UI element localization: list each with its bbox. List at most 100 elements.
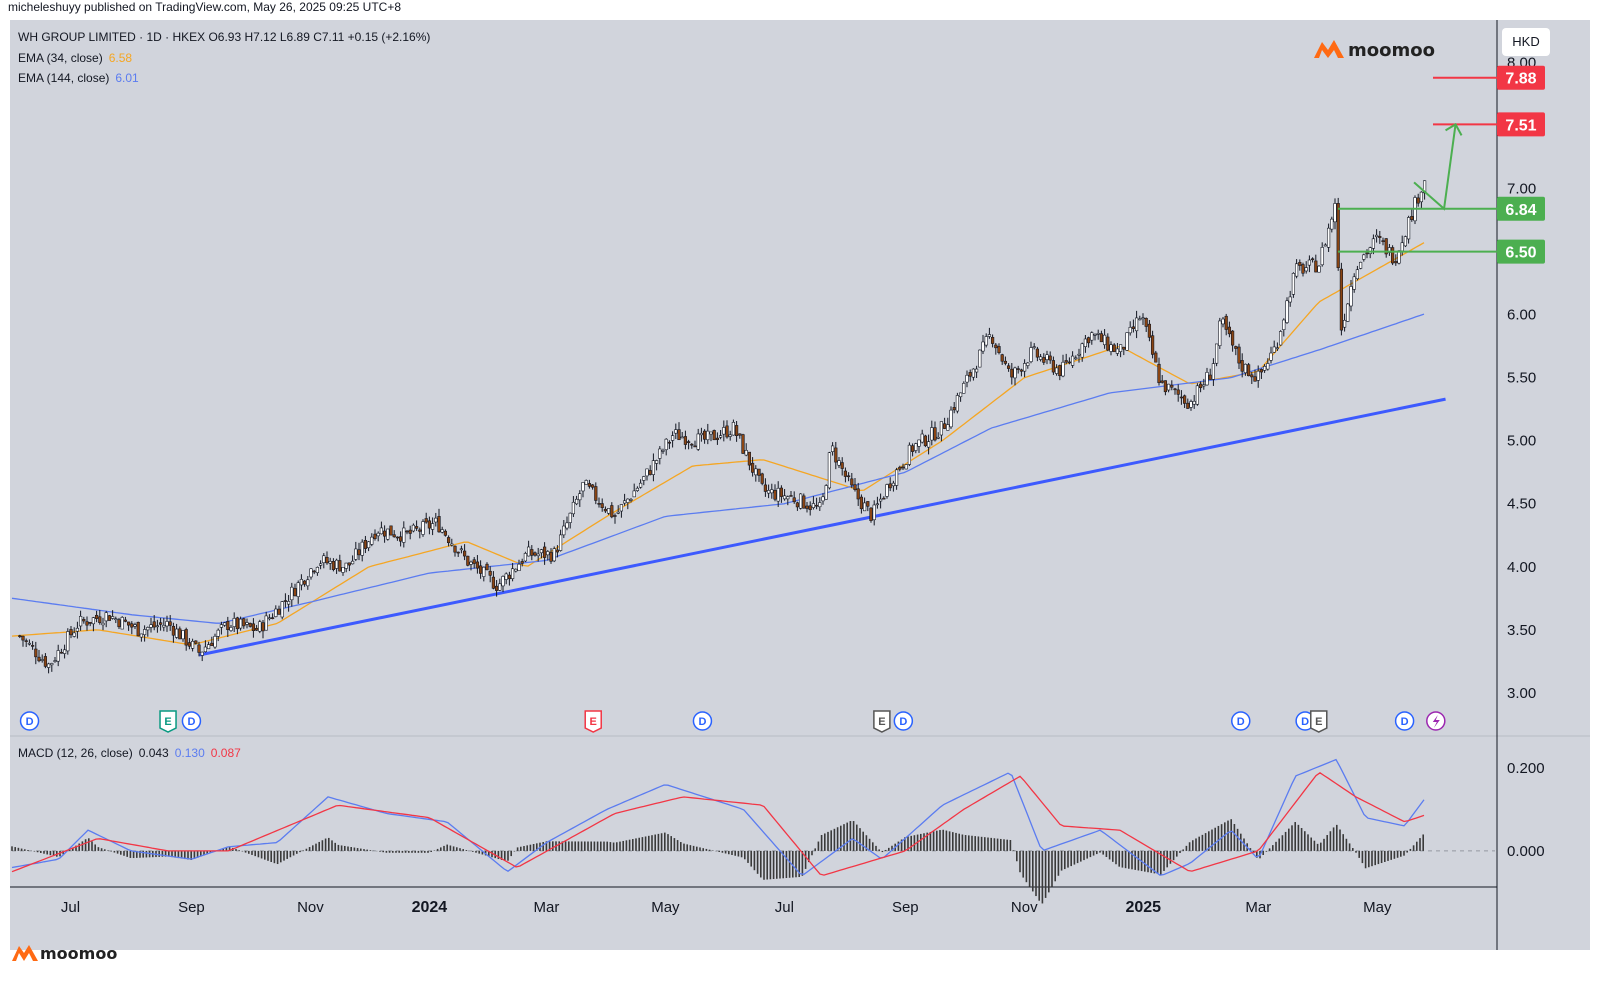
candle-body xyxy=(741,434,745,454)
candle-body xyxy=(344,562,348,569)
candle-body xyxy=(517,563,521,571)
candle xyxy=(194,640,198,645)
candle-body xyxy=(1109,344,1113,352)
candle xyxy=(1157,357,1161,386)
candle xyxy=(79,610,83,631)
candle-body xyxy=(693,445,697,448)
candle xyxy=(914,442,918,454)
candle-body xyxy=(767,490,771,494)
candle xyxy=(533,551,537,557)
candle xyxy=(1365,249,1369,259)
candle-body xyxy=(1205,372,1209,386)
candle xyxy=(402,521,406,548)
candle xyxy=(1259,368,1264,379)
candle-body xyxy=(47,663,51,668)
candle-body xyxy=(1083,338,1088,347)
candle xyxy=(1215,343,1219,367)
candle-body xyxy=(853,484,857,490)
candle xyxy=(1362,253,1366,262)
candle-body xyxy=(1112,344,1116,353)
candle xyxy=(1349,279,1353,312)
candle xyxy=(1074,355,1078,361)
candle xyxy=(645,468,649,481)
candle xyxy=(1090,331,1094,345)
candle-body xyxy=(34,648,38,658)
candle xyxy=(770,483,774,499)
candle-body xyxy=(271,617,275,619)
candle-body xyxy=(165,621,169,627)
candle xyxy=(235,616,240,635)
candle xyxy=(815,497,819,510)
candle-body xyxy=(59,651,64,654)
y-tick-label: 3.00 xyxy=(1507,685,1536,702)
candle xyxy=(827,451,832,490)
candle xyxy=(447,535,451,547)
candle-body xyxy=(575,498,579,505)
dividend-event-icon xyxy=(893,711,914,731)
candle-body xyxy=(1007,365,1011,369)
candle-body xyxy=(309,568,313,578)
candle xyxy=(1301,262,1305,277)
candle-body xyxy=(594,486,598,501)
candle xyxy=(1093,333,1097,341)
candle-body xyxy=(370,536,374,545)
candle-body xyxy=(587,483,592,487)
candle xyxy=(651,453,656,482)
candle-body xyxy=(447,537,451,544)
candle xyxy=(453,545,457,557)
candle xyxy=(175,623,179,639)
candle xyxy=(1167,383,1171,393)
candle xyxy=(1163,380,1168,396)
candle xyxy=(1205,367,1209,386)
candle-body xyxy=(347,562,352,566)
candle xyxy=(648,465,652,476)
candle xyxy=(434,512,438,527)
ema34-legend[interactable]: EMA (34, close) 6.58 xyxy=(18,51,132,65)
candle xyxy=(85,616,89,631)
candle-body xyxy=(1336,203,1340,269)
candle xyxy=(82,616,86,624)
candle xyxy=(994,343,998,355)
candle xyxy=(335,558,339,574)
candle xyxy=(360,539,364,562)
candle-body xyxy=(1195,385,1200,405)
candle xyxy=(1128,321,1132,336)
candle-body xyxy=(1131,326,1136,329)
earnings-event-icon xyxy=(584,710,602,733)
candle xyxy=(952,402,956,414)
candle-body xyxy=(690,443,694,446)
candle-body xyxy=(107,615,112,621)
candle-body xyxy=(1407,217,1411,240)
ema144-legend[interactable]: EMA (144, close) 6.01 xyxy=(18,71,139,85)
candle-body xyxy=(1141,317,1145,320)
macd-legend[interactable]: MACD (12, 26, close) 0.043 0.130 0.087 xyxy=(18,746,241,760)
candle xyxy=(130,621,134,635)
candle xyxy=(1298,259,1302,271)
candle-body xyxy=(507,574,512,580)
x-tick-label: 2024 xyxy=(412,899,448,916)
candle-body xyxy=(213,635,217,648)
candle-body xyxy=(869,507,873,522)
ema144-label: EMA (144, close) xyxy=(18,71,110,85)
earnings-event-letter: E xyxy=(590,716,597,728)
y-tick-label: 6.00 xyxy=(1507,307,1536,324)
candle-body xyxy=(687,441,691,443)
candle xyxy=(507,571,512,586)
candle xyxy=(594,482,598,505)
candle-body xyxy=(1199,383,1203,389)
candle xyxy=(1256,365,1260,388)
candle-body xyxy=(1039,356,1043,360)
candle-body xyxy=(203,646,208,653)
macd-signal-value: 0.087 xyxy=(210,746,241,760)
candle xyxy=(911,443,915,457)
candle-body xyxy=(648,470,652,475)
candle xyxy=(587,479,592,489)
candle xyxy=(1208,368,1212,380)
candle xyxy=(616,505,620,515)
candle-body xyxy=(773,489,777,500)
candle xyxy=(879,493,883,509)
candle-body xyxy=(738,433,742,436)
candle-body xyxy=(155,625,160,628)
currency-badge[interactable]: HKD xyxy=(1502,28,1550,56)
